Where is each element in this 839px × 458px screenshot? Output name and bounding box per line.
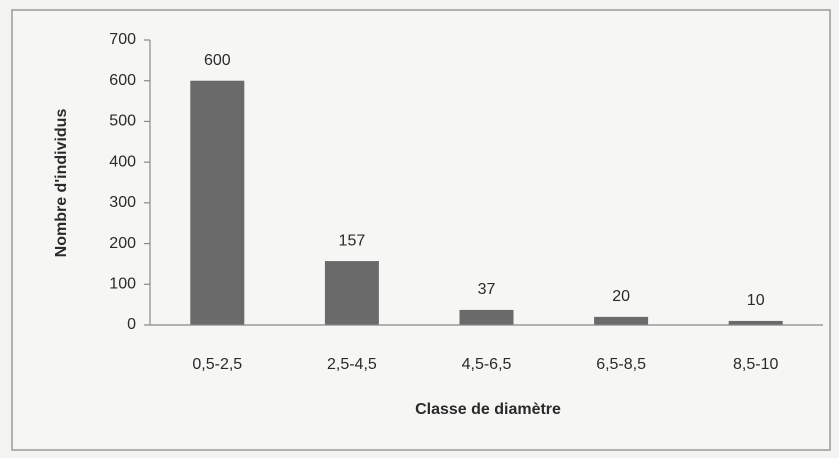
y-tick-label: 600 <box>109 72 136 89</box>
y-tick-label: 700 <box>109 31 136 48</box>
y-tick-label: 200 <box>109 235 136 252</box>
y-tick-label: 300 <box>109 194 136 211</box>
x-axis-label: Classe de diamètre <box>415 401 561 418</box>
y-tick-label: 400 <box>109 153 136 170</box>
bar <box>728 320 783 325</box>
x-tick-label: 0,5-2,5 <box>192 356 242 373</box>
bar <box>190 80 245 325</box>
chart-frame <box>11 9 831 451</box>
x-tick-label: 2,5-4,5 <box>327 356 377 373</box>
x-tick-label: 8,5-10 <box>733 356 778 373</box>
x-tick-label: 4,5-6,5 <box>462 356 512 373</box>
data-label: 37 <box>478 281 496 298</box>
bar <box>324 261 379 325</box>
data-label: 20 <box>612 288 630 305</box>
bar <box>594 316 649 325</box>
y-tick-label: 0 <box>127 316 136 333</box>
y-axis-label: Nombre d'individus <box>53 109 70 258</box>
x-tick-label: 6,5-8,5 <box>596 356 646 373</box>
bar <box>459 309 514 325</box>
data-label: 10 <box>747 292 765 309</box>
y-tick-label: 500 <box>109 113 136 130</box>
data-label: 157 <box>339 232 366 249</box>
y-tick-label: 100 <box>109 276 136 293</box>
data-label: 600 <box>204 52 231 69</box>
